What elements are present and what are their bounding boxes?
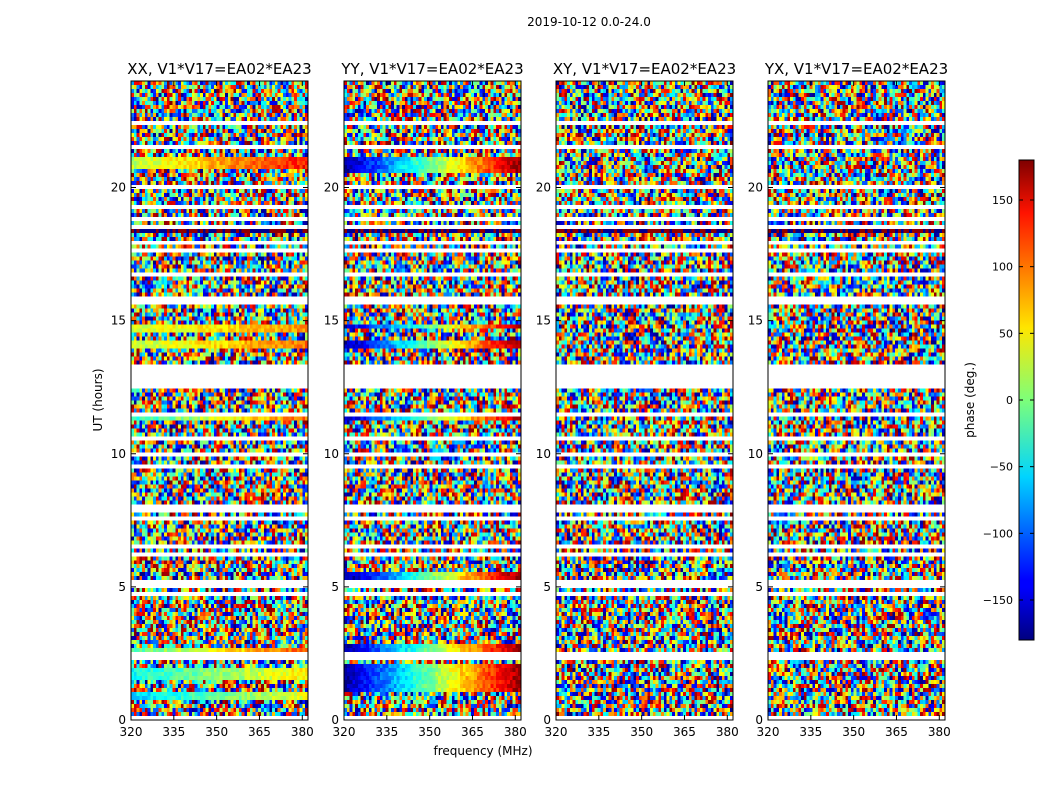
colorbar-tick-label: 100 bbox=[992, 261, 1013, 274]
y-tick-label: 5 bbox=[331, 580, 339, 594]
y-tick-label: 15 bbox=[324, 314, 339, 328]
panel-1: XX, V1*V17=EA02*EA23 320 335 350 365 380 0 5 10 1… bbox=[111, 60, 314, 739]
y-tick-label: 15 bbox=[111, 314, 126, 328]
x-tick-label: 350 bbox=[630, 725, 653, 739]
panel-frame bbox=[343, 80, 522, 721]
y-tick-label: 20 bbox=[536, 181, 551, 195]
y-tick-label: 20 bbox=[748, 181, 763, 195]
y-tick-label: 20 bbox=[111, 181, 126, 195]
y-tick-label: 10 bbox=[111, 447, 126, 461]
panels: XX, V1*V17=EA02*EA23 320 335 350 365 380 0 5 10 1… bbox=[111, 60, 951, 739]
panel-2: YY, V1*V17=EA02*EA23 320 335 350 365 380 0 5 10 1… bbox=[324, 60, 527, 739]
heatmap-cells-1 bbox=[131, 81, 308, 720]
colorbar-tick-label: 50 bbox=[999, 327, 1013, 340]
x-tick-label: 350 bbox=[842, 725, 865, 739]
y-tick-label: 10 bbox=[536, 447, 551, 461]
y-tick-label: 0 bbox=[118, 713, 126, 727]
x-tick-label: 365 bbox=[885, 725, 908, 739]
y-tick-label: 15 bbox=[748, 314, 763, 328]
y-tick-label: 5 bbox=[118, 580, 126, 594]
panel-frame bbox=[555, 80, 734, 721]
x-tick-label: 320 bbox=[545, 725, 568, 739]
y-tick-label: 20 bbox=[324, 181, 339, 195]
y-tick-label: 10 bbox=[324, 447, 339, 461]
x-tick-label: 335 bbox=[799, 725, 822, 739]
heatmap-cells-3 bbox=[556, 81, 733, 720]
heatmap-cells-4 bbox=[768, 81, 945, 720]
y-tick-label: 5 bbox=[543, 580, 551, 594]
figure-suptitle: 2019-10-12 0.0-24.0 bbox=[527, 15, 651, 29]
x-tick-label: 380 bbox=[291, 725, 314, 739]
x-tick-label: 380 bbox=[928, 725, 951, 739]
x-tick-label: 335 bbox=[375, 725, 398, 739]
x-tick-label: 335 bbox=[162, 725, 185, 739]
colorbar-tick-label: −100 bbox=[983, 527, 1013, 540]
x-tick-label: 365 bbox=[673, 725, 696, 739]
x-tick-label: 320 bbox=[120, 725, 143, 739]
x-tick-label: 320 bbox=[757, 725, 780, 739]
colorbar: −150 −100 −50 0 50 100 150 phase (deg.) bbox=[963, 159, 1035, 641]
panel-4: YX, V1*V17=EA02*EA23 320 335 350 365 380 0 5 10 1… bbox=[748, 60, 951, 739]
x-tick-label: 365 bbox=[248, 725, 271, 739]
y-tick-label: 0 bbox=[755, 713, 763, 727]
y-tick-label: 15 bbox=[536, 314, 551, 328]
x-tick-label: 350 bbox=[418, 725, 441, 739]
colorbar-tick-label: −50 bbox=[990, 461, 1013, 474]
x-tick-label: 380 bbox=[716, 725, 739, 739]
colorbar-tick-label: 0 bbox=[1006, 394, 1013, 407]
panel-3: XY, V1*V17=EA02*EA23 320 335 350 365 380 0 5 10 1… bbox=[536, 60, 739, 739]
heatmap-cells-2 bbox=[344, 81, 521, 720]
y-axis-label: UT (hours) bbox=[91, 368, 105, 431]
panel-title: YY, V1*V17=EA02*EA23 bbox=[340, 60, 523, 78]
y-tick-label: 5 bbox=[755, 580, 763, 594]
colorbar-label: phase (deg.) bbox=[963, 362, 977, 438]
x-tick-label: 350 bbox=[205, 725, 228, 739]
y-tick-label: 0 bbox=[543, 713, 551, 727]
x-tick-label: 380 bbox=[504, 725, 527, 739]
x-tick-label: 320 bbox=[333, 725, 356, 739]
panel-title: YX, V1*V17=EA02*EA23 bbox=[764, 60, 948, 78]
y-tick-label: 0 bbox=[331, 713, 339, 727]
y-tick-label: 10 bbox=[748, 447, 763, 461]
x-axis-label: frequency (MHz) bbox=[433, 744, 532, 758]
panel-frame bbox=[130, 80, 309, 721]
panel-title: XY, V1*V17=EA02*EA23 bbox=[553, 60, 736, 78]
colorbar-tick-label: −150 bbox=[983, 594, 1013, 607]
panel-frame bbox=[767, 80, 946, 721]
x-tick-label: 335 bbox=[587, 725, 610, 739]
colorbar-tick-label: 150 bbox=[992, 194, 1013, 207]
panel-title: XX, V1*V17=EA02*EA23 bbox=[127, 60, 311, 78]
colorbar-ticks: −150 −100 −50 0 50 100 150 bbox=[983, 194, 1034, 607]
x-tick-label: 365 bbox=[461, 725, 484, 739]
